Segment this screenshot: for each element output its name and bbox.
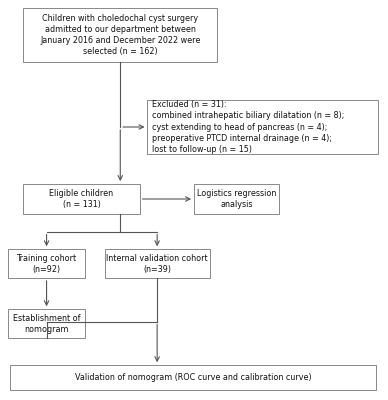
FancyBboxPatch shape bbox=[23, 8, 217, 62]
FancyBboxPatch shape bbox=[10, 365, 376, 390]
Text: Internal validation cohort
(n=39): Internal validation cohort (n=39) bbox=[106, 254, 208, 274]
FancyBboxPatch shape bbox=[147, 100, 378, 154]
Text: Children with choledochal cyst surgery
admitted to our department between
Januar: Children with choledochal cyst surgery a… bbox=[40, 14, 201, 56]
Text: Eligible children
(n = 131): Eligible children (n = 131) bbox=[49, 189, 114, 209]
Text: Training cohort
(n=92): Training cohort (n=92) bbox=[17, 254, 76, 274]
Text: Excluded (n = 31):
combined intrahepatic biliary dilatation (n = 8);
cyst extend: Excluded (n = 31): combined intrahepatic… bbox=[152, 100, 345, 154]
FancyBboxPatch shape bbox=[8, 249, 85, 278]
FancyBboxPatch shape bbox=[105, 249, 210, 278]
FancyBboxPatch shape bbox=[194, 184, 279, 214]
Text: Logistics regression
analysis: Logistics regression analysis bbox=[197, 189, 276, 209]
Text: Establishment of
nomogram: Establishment of nomogram bbox=[13, 314, 80, 334]
FancyBboxPatch shape bbox=[23, 184, 140, 214]
Text: Validation of nomogram (ROC curve and calibration curve): Validation of nomogram (ROC curve and ca… bbox=[75, 373, 311, 382]
FancyBboxPatch shape bbox=[8, 309, 85, 338]
